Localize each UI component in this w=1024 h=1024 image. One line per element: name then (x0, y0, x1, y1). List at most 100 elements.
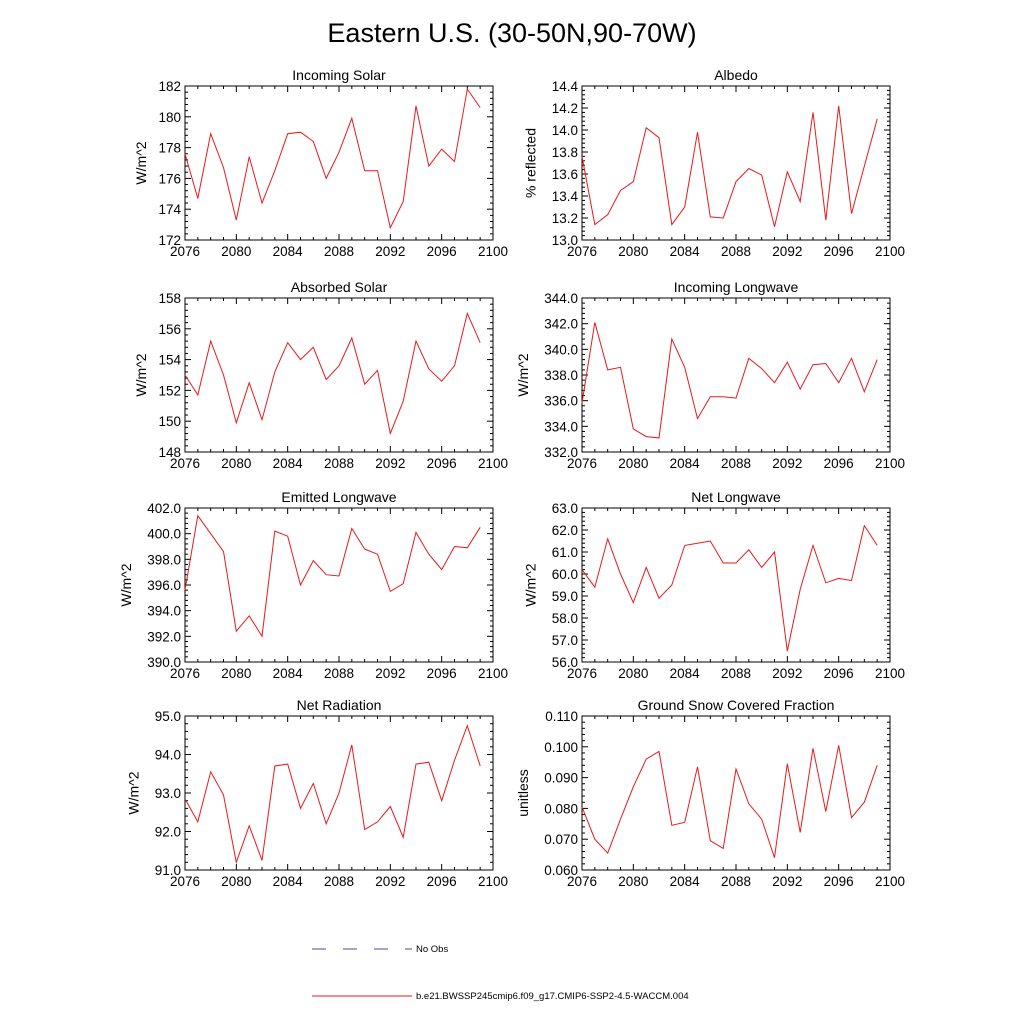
y-tick-label: 14.0 (552, 123, 578, 138)
x-tick-label: 2100 (478, 666, 508, 681)
y-tick-label: 0.100 (544, 740, 578, 755)
series-line (184, 724, 481, 865)
y-tick-label: 334.0 (544, 419, 578, 434)
y-tick-label: 174 (158, 202, 181, 217)
y-tick-label: 180 (158, 110, 181, 125)
y-tick-label: 59.0 (552, 589, 578, 604)
series-line (581, 745, 878, 858)
x-tick-label: 2088 (721, 244, 751, 259)
x-tick-label: 2084 (670, 874, 701, 889)
y-tick-label: 340.0 (544, 342, 578, 357)
y-tick-label: 92.0 (155, 825, 181, 840)
y-axis-label: W/m^2 (133, 141, 149, 184)
series-line (184, 87, 481, 230)
panel-title: Absorbed Solar (291, 279, 388, 295)
y-tick-label: 0.110 (545, 709, 578, 724)
x-tick-label: 2080 (221, 666, 251, 681)
x-tick-label: 2088 (721, 666, 751, 681)
series-line (184, 311, 481, 436)
y-tick-label: 172 (158, 233, 181, 248)
x-tick-label: 2076 (170, 666, 200, 681)
y-tick-label: 60.0 (552, 567, 578, 582)
series-line (581, 322, 878, 439)
x-tick-label: 2080 (221, 456, 251, 471)
x-tick-label: 2100 (478, 874, 508, 889)
x-tick-label: 2080 (221, 244, 251, 259)
panel-title: Emitted Longwave (281, 489, 396, 505)
x-tick-label: 2084 (273, 244, 304, 259)
y-tick-label: 57.0 (552, 633, 578, 648)
y-tick-label: 0.060 (544, 863, 578, 878)
x-tick-label: 2100 (875, 244, 905, 259)
panel-title: Incoming Solar (292, 67, 386, 83)
y-tick-label: 13.4 (552, 189, 579, 204)
x-tick-label: 2088 (721, 456, 751, 471)
chart-panel: Ground Snow Covered Fraction 2076 2080 2084… (515, 697, 905, 889)
y-tick-label: 332.0 (544, 445, 578, 460)
chart-panel: Incoming Solar 2076 2080 2084 2088 2092 2096 21… (133, 67, 508, 259)
x-tick-label: 2080 (618, 456, 648, 471)
x-tick-label: 2088 (324, 874, 354, 889)
y-tick-label: 148 (158, 445, 181, 460)
y-tick-label: 394.0 (147, 604, 181, 619)
x-tick-label: 2096 (824, 666, 854, 681)
x-tick-label: 2084 (273, 456, 304, 471)
x-tick-label: 2084 (273, 874, 304, 889)
y-tick-label: 62.0 (552, 523, 578, 538)
x-tick-label: 2100 (875, 666, 905, 681)
chart-panel: Net Radiation 2076 2080 2084 2088 2092 2096 210… (126, 697, 508, 889)
x-tick-label: 2092 (375, 666, 405, 681)
chart-panel: Absorbed Solar 2076 2080 2084 2088 2092 2096 21… (133, 279, 508, 471)
y-tick-label: 336.0 (544, 394, 578, 409)
y-tick-label: 13.6 (552, 167, 578, 182)
x-tick-label: 2096 (824, 456, 854, 471)
x-tick-label: 2076 (170, 456, 200, 471)
y-tick-label: 176 (158, 171, 181, 186)
x-tick-label: 2092 (772, 244, 802, 259)
figure-title: Eastern U.S. (30-50N,90-70W) (327, 18, 696, 48)
y-tick-label: 14.4 (552, 79, 579, 94)
x-tick-label: 2088 (324, 244, 354, 259)
y-tick-label: 0.070 (544, 832, 578, 847)
x-tick-label: 2096 (427, 666, 457, 681)
panel-title: Ground Snow Covered Fraction (638, 697, 835, 713)
y-tick-label: 94.0 (155, 748, 181, 763)
legend-label-model: b.e21.BWSSP245cmip6.f09_g17.CMIP6-SSP2-4… (416, 991, 689, 1002)
x-tick-label: 2092 (772, 456, 802, 471)
x-tick-label: 2096 (427, 874, 457, 889)
chart-panel: Net Longwave 2076 2080 2084 2088 2092 2096 2100… (523, 489, 905, 681)
x-tick-label: 2088 (324, 456, 354, 471)
y-tick-label: 13.0 (552, 233, 578, 248)
y-axis-label: % reflected (523, 128, 539, 198)
chart-panel: Albedo 2076 2080 2084 2088 2092 2096 2100 13.0 13… (523, 67, 905, 259)
x-tick-label: 2092 (375, 456, 405, 471)
series-line (184, 514, 481, 638)
legend-label-no-obs: No Obs (416, 944, 448, 955)
series-line (581, 105, 878, 227)
x-tick-label: 2096 (824, 244, 854, 259)
x-tick-label: 2076 (170, 244, 200, 259)
series-line (581, 524, 878, 652)
y-axis-label: W/m^2 (515, 353, 531, 396)
plot-frame (581, 715, 891, 871)
y-tick-label: 396.0 (147, 578, 181, 593)
y-tick-label: 402.0 (147, 501, 181, 516)
x-tick-label: 2096 (427, 244, 457, 259)
plot-frame (184, 507, 494, 663)
x-tick-label: 2084 (670, 244, 701, 259)
y-tick-label: 58.0 (552, 611, 578, 626)
panel-title: Net Longwave (691, 489, 781, 505)
plot-frame (581, 85, 891, 241)
y-tick-label: 390.0 (147, 655, 181, 670)
y-tick-label: 91.0 (155, 863, 181, 878)
y-axis-label: W/m^2 (523, 563, 539, 606)
x-tick-label: 2092 (375, 874, 405, 889)
y-tick-label: 13.8 (552, 145, 578, 160)
x-tick-label: 2100 (478, 244, 508, 259)
panel-title: Net Radiation (297, 697, 382, 713)
x-tick-label: 2096 (824, 874, 854, 889)
x-tick-label: 2100 (875, 456, 905, 471)
y-axis-label: W/m^2 (126, 771, 142, 814)
x-tick-label: 2084 (670, 456, 701, 471)
y-tick-label: 392.0 (147, 629, 181, 644)
